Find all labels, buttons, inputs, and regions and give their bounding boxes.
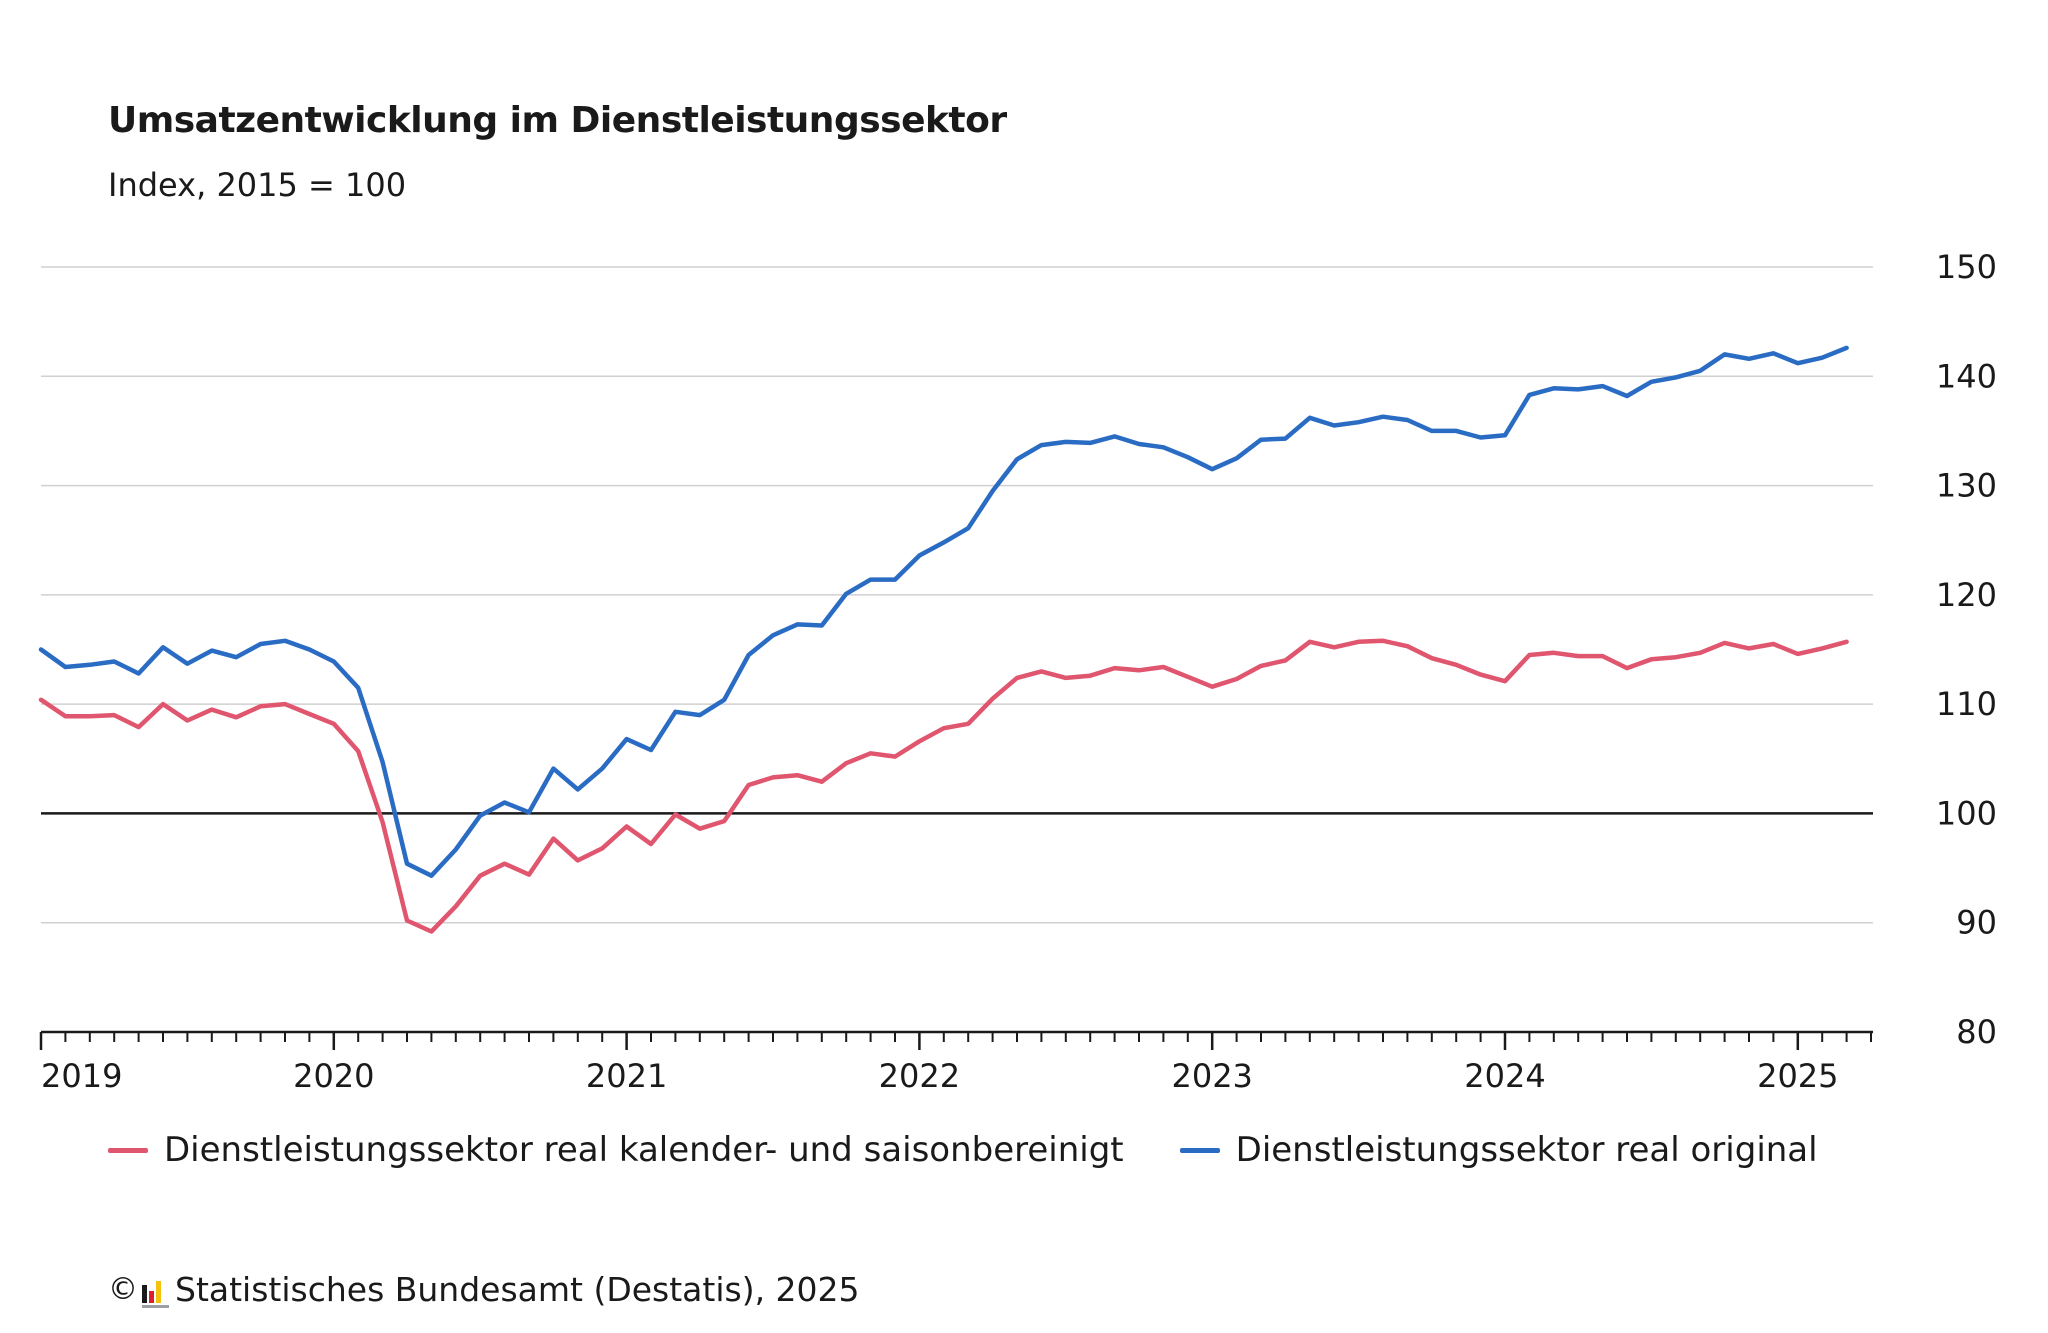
legend: Dienstleistungssektor real kalender- und… bbox=[108, 1130, 1874, 1170]
y-tick-label: 150 bbox=[1936, 248, 1997, 286]
legend-item-seasonal[interactable]: Dienstleistungssektor real kalender- und… bbox=[108, 1130, 1124, 1170]
y-axis-labels: 150 140 130 120 110 100 90 80 bbox=[1936, 248, 1997, 1051]
copyright-symbol: © bbox=[108, 1272, 138, 1307]
x-tick-label: 2020 bbox=[293, 1057, 374, 1095]
y-tick-label: 100 bbox=[1936, 794, 1997, 832]
y-tick-label: 90 bbox=[1956, 904, 1997, 942]
y-tick-label: 110 bbox=[1936, 685, 1997, 723]
y-tick-label: 130 bbox=[1936, 467, 1997, 505]
destatis-logo-icon bbox=[142, 1277, 169, 1308]
y-tick-label: 80 bbox=[1956, 1013, 1997, 1051]
y-tick-label: 120 bbox=[1936, 576, 1997, 614]
x-tick-label: 2025 bbox=[1757, 1057, 1838, 1095]
source-text: Statistisches Bundesamt (Destatis), 2025 bbox=[175, 1270, 860, 1309]
chart-subtitle: Index, 2015 = 100 bbox=[108, 166, 407, 204]
legend-swatch-red bbox=[108, 1147, 148, 1153]
legend-swatch-blue bbox=[1179, 1147, 1220, 1153]
legend-label-seasonal: Dienstleistungssektor real kalender- und… bbox=[164, 1130, 1124, 1170]
grid-lines bbox=[41, 266, 1873, 924]
x-tick-label: 2023 bbox=[1171, 1057, 1252, 1095]
x-tick-label: 2022 bbox=[879, 1057, 960, 1095]
x-tick-label: 2021 bbox=[586, 1057, 667, 1095]
line-chart: 2019 2020 2021 2022 2023 2024 2025 150 140 130 12… bbox=[38, 248, 1997, 1095]
legend-item-original[interactable]: Dienstleistungssektor real original bbox=[1179, 1130, 1818, 1170]
legend-label-original: Dienstleistungssektor real original bbox=[1235, 1130, 1818, 1170]
series-line-1 bbox=[38, 345, 1849, 878]
y-tick-label: 140 bbox=[1936, 357, 1997, 395]
x-tick-label: 2024 bbox=[1464, 1057, 1545, 1095]
x-tick-label: 2019 bbox=[41, 1057, 122, 1095]
x-axis: 2019 2020 2021 2022 2023 2024 2025 bbox=[39, 1030, 1873, 1095]
chart-title: Umsatzentwicklung im Dienstleistungssekt… bbox=[108, 100, 1007, 141]
footer-source: © Statistisches Bundesamt (Destatis), 20… bbox=[108, 1270, 860, 1309]
series-line-0 bbox=[38, 638, 1849, 934]
series-lines bbox=[38, 345, 1849, 934]
